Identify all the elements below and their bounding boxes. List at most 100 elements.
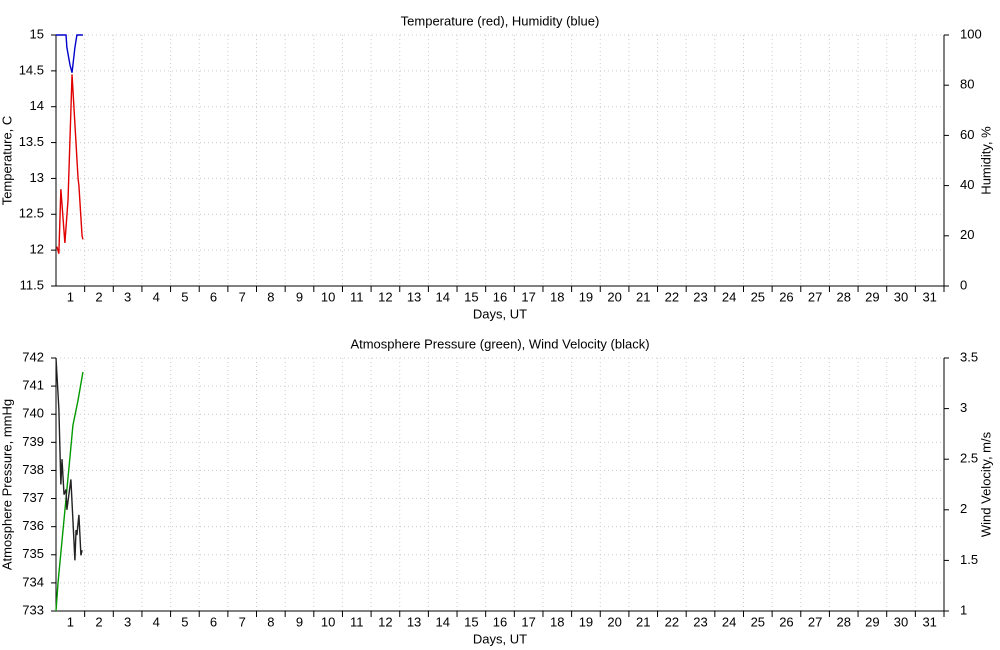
x-tick-label: 11 xyxy=(350,614,364,629)
y-tick-label: 13.5 xyxy=(19,134,44,149)
x-tick-label: 22 xyxy=(665,289,679,304)
x-tick-label: 6 xyxy=(210,614,217,629)
x-tick-label: 29 xyxy=(865,614,879,629)
y2-tick-label: 100 xyxy=(960,26,982,41)
y-axis-label: Temperature, C xyxy=(0,116,14,206)
y2-tick-label: 2.5 xyxy=(960,451,978,466)
y2-tick-label: 20 xyxy=(960,227,974,242)
x-tick-label: 13 xyxy=(407,289,421,304)
x-tick-label: 4 xyxy=(153,289,160,304)
x-tick-label: 10 xyxy=(321,614,335,629)
x-tick-label: 8 xyxy=(267,289,274,304)
y-tick-label: 13 xyxy=(30,170,44,185)
y-tick-label: 739 xyxy=(22,434,44,449)
x-tick-label: 18 xyxy=(550,614,564,629)
y2-tick-label: 40 xyxy=(960,177,974,192)
x-tick-label: 27 xyxy=(808,614,822,629)
x-tick-label: 17 xyxy=(521,614,535,629)
y-tick-label: 734 xyxy=(22,574,44,589)
x-tick-label: 1 xyxy=(67,614,74,629)
y-tick-label: 740 xyxy=(22,406,44,421)
x-tick-label: 7 xyxy=(239,289,246,304)
data-line xyxy=(56,74,84,254)
x-tick-label: 24 xyxy=(722,289,736,304)
x-tick-label: 5 xyxy=(181,289,188,304)
y-tick-label: 738 xyxy=(22,462,44,477)
x-tick-label: 14 xyxy=(435,614,449,629)
x-axis-label: Days, UT xyxy=(473,306,527,321)
y2-tick-label: 1.5 xyxy=(960,552,978,567)
x-tick-label: 23 xyxy=(693,289,707,304)
x-tick-label: 23 xyxy=(693,614,707,629)
y2-tick-label: 3.5 xyxy=(960,349,978,364)
x-tick-label: 24 xyxy=(722,614,736,629)
y-tick-label: 737 xyxy=(22,490,44,505)
x-tick-label: 28 xyxy=(837,289,851,304)
x-tick-label: 3 xyxy=(124,614,131,629)
x-tick-label: 4 xyxy=(153,614,160,629)
x-tick-label: 16 xyxy=(493,289,507,304)
x-tick-label: 10 xyxy=(321,289,335,304)
x-tick-label: 30 xyxy=(894,289,908,304)
x-tick-label: 17 xyxy=(521,289,535,304)
x-tick-label: 20 xyxy=(607,289,621,304)
x-tick-label: 29 xyxy=(865,289,879,304)
x-tick-label: 9 xyxy=(296,289,303,304)
x-tick-label: 26 xyxy=(779,614,793,629)
x-tick-label: 15 xyxy=(464,289,478,304)
x-tick-label: 1 xyxy=(67,289,74,304)
chart-title: Atmosphere Pressure (green), Wind Veloci… xyxy=(350,336,649,351)
y-tick-label: 733 xyxy=(22,602,44,617)
x-tick-label: 26 xyxy=(779,289,793,304)
x-tick-label: 25 xyxy=(751,289,765,304)
x-tick-label: 19 xyxy=(579,614,593,629)
x-tick-label: 11 xyxy=(350,289,364,304)
x-tick-label: 21 xyxy=(636,614,650,629)
x-tick-label: 3 xyxy=(124,289,131,304)
y-tick-label: 12.5 xyxy=(19,206,44,221)
x-tick-label: 16 xyxy=(493,614,507,629)
x-tick-label: 31 xyxy=(922,614,936,629)
x-tick-label: 12 xyxy=(378,614,392,629)
y-axis-label: Atmosphere Pressure, mmHg xyxy=(0,399,14,570)
x-tick-label: 22 xyxy=(665,614,679,629)
x-tick-label: 31 xyxy=(922,289,936,304)
x-tick-label: 14 xyxy=(435,289,449,304)
y-tick-label: 14 xyxy=(30,98,44,113)
x-tick-label: 2 xyxy=(95,289,102,304)
x-tick-label: 20 xyxy=(607,614,621,629)
y2-tick-label: 3 xyxy=(960,400,967,415)
y2-axis-label: Wind Velocity, m/s xyxy=(978,431,993,537)
data-line xyxy=(56,34,83,73)
y2-tick-label: 60 xyxy=(960,127,974,142)
x-tick-label: 9 xyxy=(296,614,303,629)
y-tick-label: 14.5 xyxy=(19,62,44,77)
x-tick-label: 25 xyxy=(751,614,765,629)
y2-tick-label: 80 xyxy=(960,77,974,92)
x-tick-label: 27 xyxy=(808,289,822,304)
x-tick-label: 21 xyxy=(636,289,650,304)
y-tick-label: 735 xyxy=(22,546,44,561)
x-tick-label: 28 xyxy=(837,614,851,629)
y-tick-label: 736 xyxy=(22,518,44,533)
y2-axis-label: Humidity, % xyxy=(978,126,993,195)
x-tick-label: 12 xyxy=(378,289,392,304)
x-axis-label: Days, UT xyxy=(473,631,527,646)
data-line xyxy=(55,371,84,612)
x-tick-label: 2 xyxy=(95,614,102,629)
y-tick-label: 11.5 xyxy=(20,277,44,292)
x-tick-label: 5 xyxy=(181,614,188,629)
x-tick-label: 15 xyxy=(464,614,478,629)
x-tick-label: 18 xyxy=(550,289,564,304)
chart-title: Temperature (red), Humidity (blue) xyxy=(401,13,600,28)
x-tick-label: 8 xyxy=(267,614,274,629)
data-line xyxy=(55,357,83,561)
y-tick-label: 15 xyxy=(30,26,44,41)
x-tick-label: 19 xyxy=(579,289,593,304)
y2-tick-label: 0 xyxy=(960,277,967,292)
y-tick-label: 12 xyxy=(30,242,44,257)
y2-tick-label: 1 xyxy=(960,602,967,617)
y-tick-label: 742 xyxy=(22,349,44,364)
